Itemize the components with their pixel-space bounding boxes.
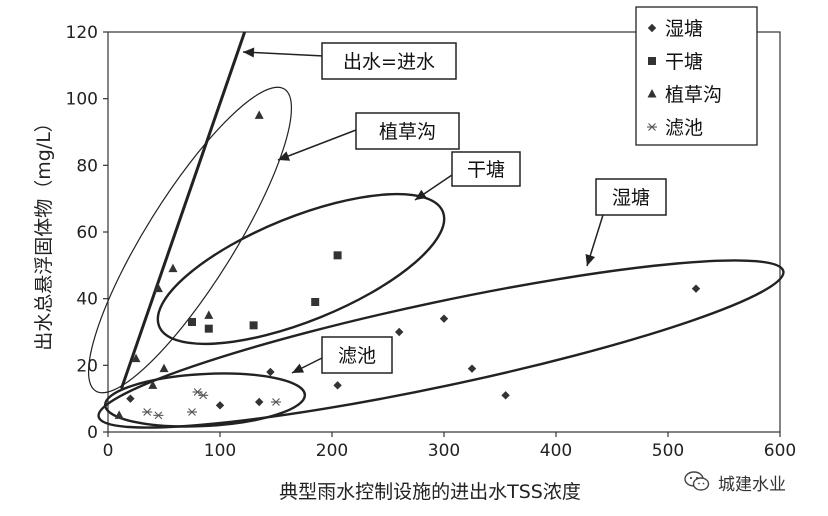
data-points [114,110,701,420]
point-dry-pond [333,251,342,260]
x-tick-label: 200 [316,441,348,461]
ellipse-dry-pond [156,192,446,346]
callout-arrow [277,129,357,161]
x-tick-label: 400 [540,441,572,461]
point-wet-pond [266,367,275,377]
arrow-head [415,189,427,200]
point-filter [153,411,164,420]
callout-wet-pond: 湿塘 [585,178,667,267]
arrow-head [243,47,255,58]
legend-marker-dry-pond [648,57,656,65]
legend-label-grass-swale: 植草沟 [665,84,722,106]
ellipse-filter [103,372,307,428]
arrow-head [585,254,596,266]
legend-marker-wet-pond [647,23,657,33]
arrow-head [292,363,305,373]
legend-label-wet-pond: 湿塘 [665,18,703,40]
asterisk-stroke [154,411,163,420]
point-grass-swale [168,263,178,273]
callout-label: 植草沟 [379,121,436,143]
point-dry-pond [311,298,320,306]
point-filter [142,408,153,416]
group-ellipses [87,86,785,429]
point-grass-swale [254,110,264,119]
point-wet-pond [333,381,342,390]
point-dry-pond [249,321,258,330]
asterisk-stroke [272,398,280,406]
callout-box [355,112,460,150]
y-tick-label: 40 [76,290,98,310]
point-wet-pond [439,314,449,323]
y-tick-label: 20 [76,356,98,376]
callout-grass-swale: 植草沟 [277,112,460,161]
x-tick-label: 500 [652,441,684,461]
callout-label: 出水=进水 [343,51,435,73]
x-tick-label: 300 [428,441,460,461]
y-tick-label: 60 [76,223,98,243]
point-grass-swale [153,283,163,293]
asterisk-stroke [188,408,196,416]
watermark-text: 城建水业 [718,475,786,495]
point-grass-swale [131,353,141,363]
point-filter [192,388,203,396]
y-tick-label: 80 [76,156,98,176]
callout-box [595,178,667,216]
point-wet-pond [395,327,404,337]
equal-line [120,31,247,390]
point-filter [198,391,209,400]
asterisk-stroke [648,123,656,131]
ellipse-wet-pond [97,259,785,429]
legend-marker-filter [647,123,657,131]
y-tick-label: 0 [87,423,98,443]
point-wet-pond [467,364,477,373]
arrow-head [278,151,291,161]
point-grass-swale [114,410,124,419]
point-wet-pond [215,401,225,410]
callout-box [451,151,521,187]
point-dry-pond [204,324,213,333]
x-tick-label: 600 [764,441,796,461]
point-wet-pond [691,284,701,293]
callout-box [321,42,457,80]
legend-marker-grass-swale [647,89,657,98]
point-grass-swale [159,363,169,373]
point-wet-pond [255,397,264,407]
reference-line-group [120,31,247,390]
point-grass-swale [204,310,214,319]
callout-filter: 滤池 [291,336,393,374]
axes: 0 100 200 300 400 500 600 0 20 40 60 80 100 120 [66,23,797,461]
point-wet-pond [126,394,135,403]
legend-label-dry-pond: 干塘 [665,51,703,73]
legend-box [635,6,758,146]
x-tick-label: 0 [103,441,114,461]
callout-label: 滤池 [338,345,376,367]
x-tick-label: 100 [204,441,236,461]
callout-box [321,336,393,374]
point-filter [271,398,281,406]
legend-label-filter: 滤池 [665,117,703,139]
x-axis-title: 典型雨水控制设施的进出水TSS浓度 [279,481,581,503]
asterisk-stroke [193,388,202,396]
callout-label: 干塘 [467,159,505,181]
asterisk-stroke [143,408,152,416]
asterisk-stroke [199,391,208,400]
point-grass-swale [148,380,158,389]
wechat-icon [684,471,710,491]
point-wet-pond [501,391,510,400]
y-tick-label: 120 [66,23,98,43]
y-tick-label: 100 [66,90,98,110]
callout-dry-pond: 干塘 [414,151,521,201]
ellipse-grass-swale [87,86,293,394]
callout-label: 湿塘 [612,187,650,209]
point-dry-pond [188,318,196,326]
callout-equal-line: 出水=进水 [242,42,457,80]
y-axis-title: 出水总悬浮固体物（mg/L） [33,113,55,351]
point-filter [187,408,197,416]
